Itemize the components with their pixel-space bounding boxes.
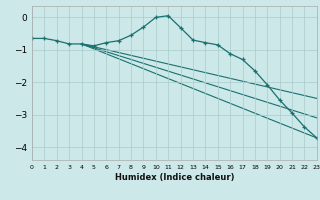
X-axis label: Humidex (Indice chaleur): Humidex (Indice chaleur) (115, 173, 234, 182)
